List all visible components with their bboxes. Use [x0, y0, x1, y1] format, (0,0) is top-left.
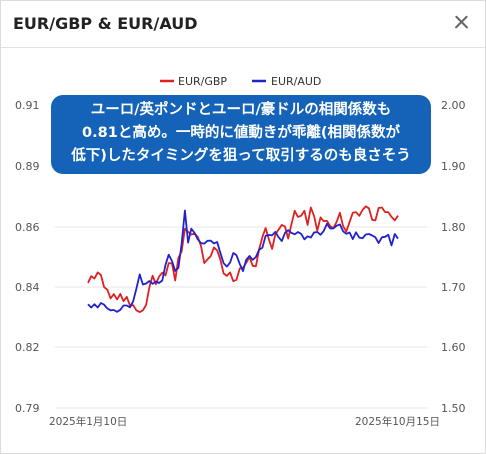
annotation-callout: ユーロ/英ポンドとユーロ/豪ドルの相関係数も 0.81と高め。一時的に値動きが乖… — [51, 95, 431, 174]
callout-line-1: ユーロ/英ポンドとユーロ/豪ドルの相関係数も — [90, 102, 392, 118]
dialog-header: EUR/GBP & EUR/AUD — [1, 1, 485, 48]
callout-line-3: 低下)したタイミングを狙って取引するのも良さそう — [71, 148, 411, 164]
right-axis-tick-label: 2.00 — [441, 99, 466, 112]
series-line-eur-aud — [87, 209, 399, 313]
callout-line-2: 0.81と高め。一時的に値動きが乖離(相関係数が — [82, 125, 400, 141]
right-axis-tick-label: 1.50 — [441, 402, 466, 415]
left-axis-tick-label: 0.82 — [15, 341, 40, 354]
left-axis-tick-label: 0.91 — [15, 99, 40, 112]
right-axis-tick-label: 1.60 — [441, 341, 466, 354]
x-axis-label-start: 2025年1月10日 — [49, 415, 127, 428]
left-axis-tick-label: 0.86 — [15, 221, 40, 234]
left-axis-tick-label: 0.89 — [15, 160, 40, 173]
right-axis-tick-label: 1.90 — [441, 160, 466, 173]
dialog-title: EUR/GBP & EUR/AUD — [13, 14, 198, 33]
right-axis-tick-label: 1.80 — [441, 221, 466, 234]
left-axis-tick-label: 0.79 — [15, 402, 40, 415]
legend-label-eur-aud: EUR/AUD — [271, 75, 321, 88]
close-icon[interactable] — [451, 11, 473, 33]
legend-label-eur-gbp: EUR/GBP — [178, 75, 227, 88]
left-axis-tick-label: 0.84 — [15, 281, 40, 294]
line-chart: 0.91 0.89 0.86 0.84 0.82 0.79 2.00 1.90 1.80 1.70… — [15, 75, 466, 428]
x-axis-label-end: 2025年10月15日 — [355, 415, 440, 428]
right-axis-tick-label: 1.70 — [441, 281, 466, 294]
